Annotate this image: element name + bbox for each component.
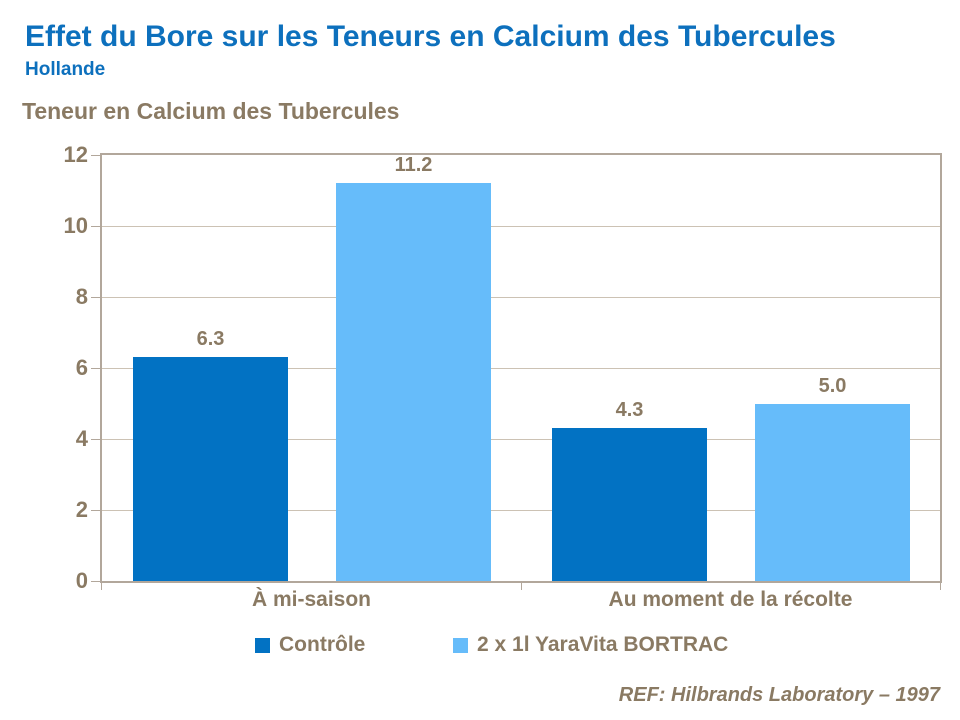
x-axis-tick-mark bbox=[100, 581, 102, 590]
legend-swatch-controle-icon bbox=[255, 637, 270, 653]
y-axis-tick-mark bbox=[91, 367, 100, 369]
bar-value-label: 4.3 bbox=[615, 399, 644, 422]
legend-swatch-bortrac-icon bbox=[453, 637, 468, 653]
y-axis-tick-mark bbox=[91, 438, 100, 440]
slide-title: Effet du Bore sur les Teneurs en Calcium… bbox=[25, 20, 836, 53]
bar-controle bbox=[133, 357, 288, 581]
bar-bortrac bbox=[755, 403, 910, 581]
category-label-mi-saison: À mi-saison bbox=[251, 588, 372, 611]
y-axis-tick-mark bbox=[91, 580, 100, 582]
slide-subtitle: Hollande bbox=[25, 59, 106, 80]
bar-bortrac bbox=[336, 183, 491, 581]
bar-value-label: 11.2 bbox=[394, 154, 433, 177]
bar-value-label: 5.0 bbox=[818, 374, 847, 397]
gridline bbox=[102, 438, 940, 440]
y-axis-tick-mark bbox=[91, 296, 100, 298]
legend-item-controle: Contrôle bbox=[255, 633, 365, 657]
y-axis-tick-label: 6 bbox=[75, 355, 88, 380]
legend-label-bortrac: 2 x 1l YaraVita BORTRAC bbox=[477, 633, 729, 656]
y-axis-tick-mark bbox=[91, 225, 100, 227]
x-axis-tick-mark bbox=[520, 581, 522, 590]
plot-area: 6.3 4.3 11.2 5.0 bbox=[100, 153, 942, 583]
x-axis-tick-mark bbox=[939, 581, 941, 590]
y-axis-tick-mark bbox=[91, 509, 100, 511]
y-axis-tick-label: 2 bbox=[75, 497, 88, 522]
y-axis-tick-label: 0 bbox=[75, 568, 88, 593]
y-axis-tick-label: 10 bbox=[63, 213, 88, 238]
y-axis-tick-label: 12 bbox=[63, 142, 88, 167]
legend-label-controle: Contrôle bbox=[279, 633, 366, 656]
category-label-recolte: Au moment de la récolte bbox=[608, 588, 853, 611]
y-axis-tick-label: 8 bbox=[75, 284, 88, 309]
gridline bbox=[102, 509, 940, 511]
y-axis-tick-mark bbox=[91, 154, 100, 156]
legend-item-bortrac: 2 x 1l YaraVita BORTRAC bbox=[453, 633, 728, 657]
gridline bbox=[102, 296, 940, 298]
bar-controle bbox=[552, 428, 707, 581]
reference-text: REF: Hilbrands Laboratory – 1997 bbox=[618, 684, 940, 706]
chart-title: Teneur en Calcium des Tubercules bbox=[22, 98, 400, 124]
bar-value-label: 6.3 bbox=[196, 328, 225, 351]
y-axis-tick-label: 4 bbox=[75, 426, 88, 451]
gridline bbox=[102, 367, 940, 369]
gridline bbox=[102, 225, 940, 227]
